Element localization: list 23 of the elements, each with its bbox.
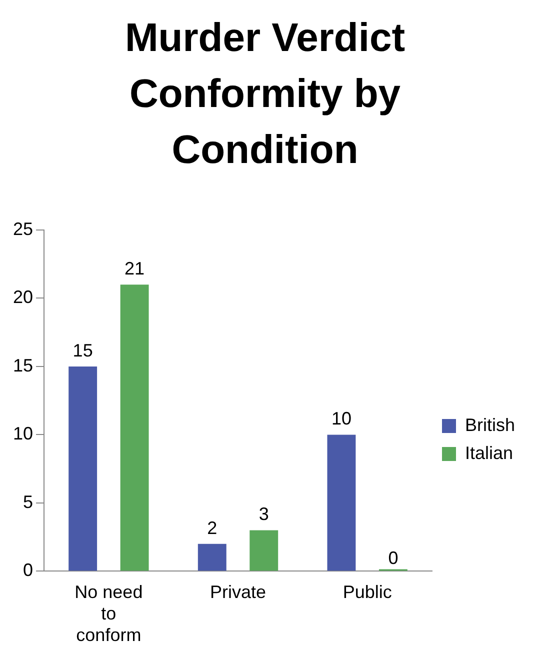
y-tick-label: 5 <box>23 492 34 512</box>
chart-title: Murder Verdict Conformity by Condition <box>124 15 406 174</box>
y-tick-label: 25 <box>12 218 34 239</box>
x-tick-label: Private <box>210 582 266 602</box>
x-tick-label: No need to conform <box>74 582 143 646</box>
legend-label: Italian <box>464 442 514 463</box>
data-label: 15 <box>72 340 93 360</box>
y-tick-label: 0 <box>23 560 34 580</box>
y-tick-label: 20 <box>12 287 34 308</box>
data-label: 2 <box>207 518 218 538</box>
bar <box>120 284 149 571</box>
data-label: 0 <box>388 548 398 568</box>
bar <box>198 544 226 571</box>
data-label: 10 <box>331 408 352 429</box>
data-label: 3 <box>258 504 269 524</box>
x-tick-label: Public <box>342 582 392 602</box>
legend-label: British <box>464 414 516 435</box>
data-label: 21 <box>124 258 145 279</box>
bar <box>68 366 98 571</box>
bar <box>327 434 356 571</box>
y-tick-label: 15 <box>12 355 34 376</box>
y-tick-label: 10 <box>12 424 34 444</box>
bar <box>250 530 278 571</box>
